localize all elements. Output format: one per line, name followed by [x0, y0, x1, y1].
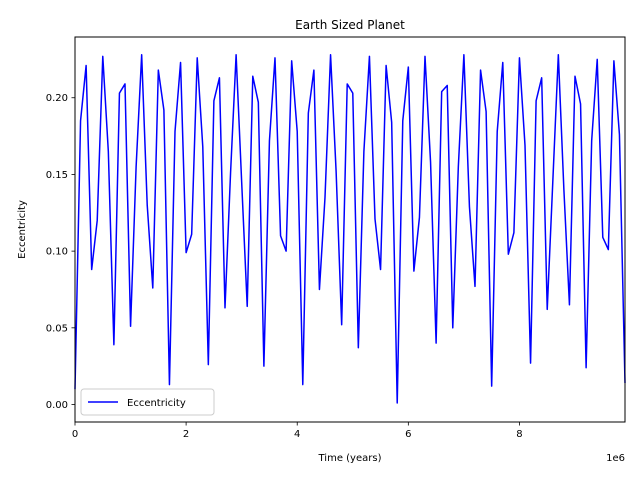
x-tick-label: 2	[183, 429, 189, 440]
legend-box	[80, 388, 215, 416]
y-axis-label: Eccentricity	[17, 200, 28, 259]
x-tick-label: 8	[516, 429, 522, 440]
x-tick-label: 6	[405, 429, 411, 440]
y-tick-label: 0.20	[46, 93, 68, 104]
y-tick-label: 0.10	[46, 247, 68, 258]
series-line-0	[74, 54, 626, 404]
plot-frame	[74, 36, 626, 423]
x-axis-offset-text: 1e6	[606, 453, 625, 464]
y-tick-label: 0.05	[46, 323, 68, 334]
legend-label: Eccentricity	[127, 398, 186, 409]
x-axis-label: Time (years)	[318, 453, 382, 464]
x-tick-label: 4	[294, 429, 300, 440]
x-tick-label: 0	[72, 429, 78, 440]
chart-title: Earth Sized Planet	[295, 18, 405, 32]
y-axis: 0.00 0.05 0.10 0.15 0.20	[46, 93, 75, 411]
data-layer	[74, 54, 626, 404]
y-tick-label: 0.00	[46, 400, 68, 411]
y-tick-label: 0.15	[46, 170, 68, 181]
legend: Eccentricity	[80, 388, 215, 416]
x-axis: 0 2 4 6 8	[72, 422, 523, 440]
